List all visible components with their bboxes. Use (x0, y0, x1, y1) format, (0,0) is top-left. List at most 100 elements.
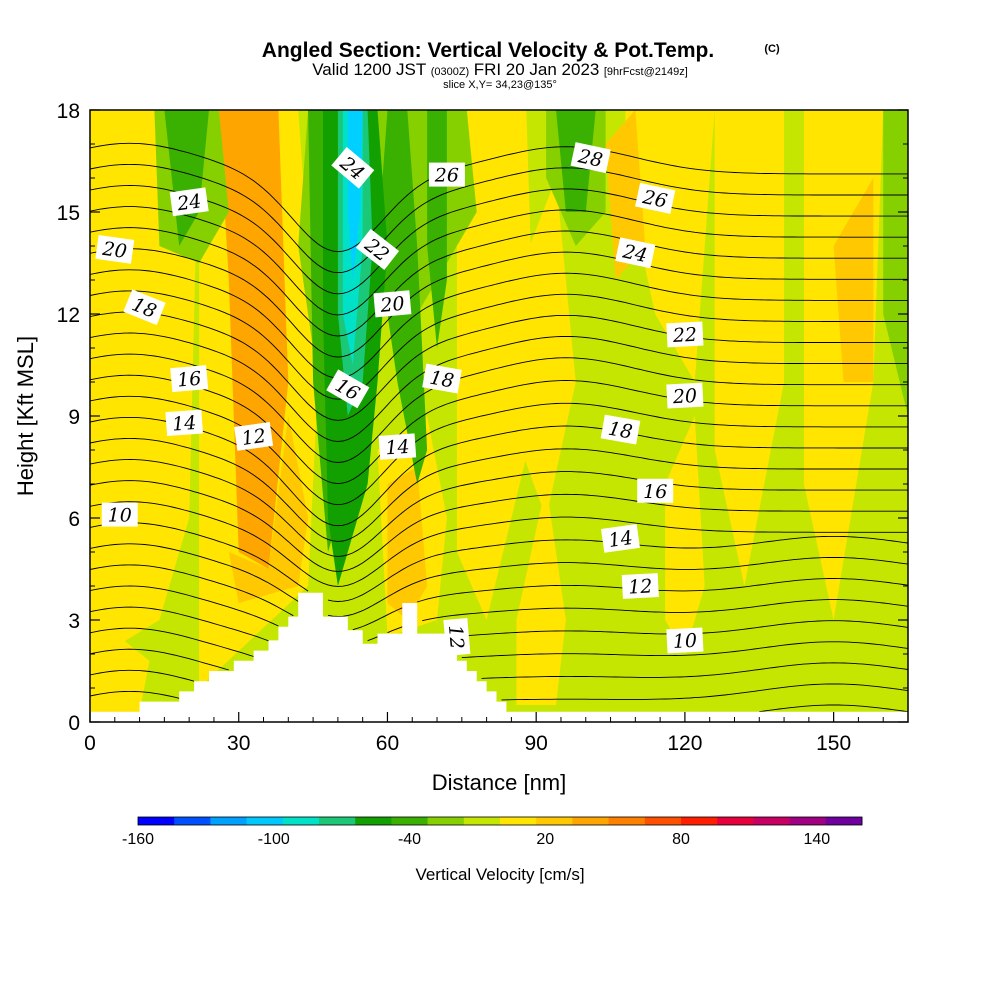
colorbar-tick-label: -40 (398, 831, 421, 848)
colorbar-segment (608, 817, 646, 825)
velocity-region-orange (218, 110, 289, 569)
contour-label-box (637, 478, 674, 503)
theta-contours (90, 142, 908, 713)
colorbar-segment (355, 817, 392, 825)
contour-label-box (95, 235, 135, 264)
chart-title: Angled Section: Vertical Velocity & Pot.… (262, 39, 714, 62)
contour-label-box (666, 382, 704, 409)
velocity-region-yellow (714, 110, 785, 586)
theta-contour-line (90, 564, 908, 631)
colorbar-segment (753, 817, 790, 825)
chart-header: Angled Section: Vertical Velocity & Pot.… (262, 39, 780, 91)
colorbar-segment (391, 817, 428, 825)
contour-label-text: 10 (672, 630, 697, 653)
colorbar: -160 -100 -40 20 80 140 (122, 816, 863, 848)
contour-label-box (600, 414, 641, 445)
x-tick-label: 90 (525, 732, 548, 755)
contour-label-box (666, 627, 704, 654)
contour-label-text: 12 (444, 624, 468, 650)
contour-label-box (101, 502, 138, 527)
contour-label-text: 16 (176, 368, 202, 392)
slice-info: slice X,Y= 34,23@135° (443, 79, 557, 91)
contour-label-text: 18 (607, 418, 635, 444)
contour-label-text: 26 (640, 186, 669, 213)
valid-time-line: Valid 1200 JST (0300Z) FRI 20 Jan 2023 [… (312, 60, 688, 79)
valid-prefix: Valid 1200 JST (312, 60, 426, 79)
theta-contour-line (90, 627, 908, 659)
contour-label-text: 24 (175, 190, 203, 215)
chart-title-mark: (C) (764, 43, 780, 55)
x-tick-label: 30 (227, 732, 250, 755)
theta-contour-line (90, 332, 908, 442)
contour-label: 12 (234, 422, 274, 451)
contour-label-box (570, 142, 611, 174)
theta-contour-line (90, 374, 908, 485)
contour-label: 28 (570, 142, 611, 174)
velocity-region-yellow (665, 416, 705, 654)
contour-label: 26 (635, 182, 676, 214)
colorbar-segment (427, 817, 465, 825)
contour-label-box (378, 433, 417, 460)
theta-contour-line (90, 227, 908, 337)
contour-label-text: 14 (385, 436, 411, 460)
theta-contour-line (90, 248, 908, 358)
x-tick-label: 120 (667, 732, 702, 755)
colorbar-tick-label: -160 (122, 831, 154, 848)
colorbar-segment (463, 817, 501, 825)
contour-label: 24 (615, 237, 656, 269)
colorbar-tick-label: 140 (803, 831, 830, 848)
colorbar-segment (825, 817, 863, 825)
contour-label: 20 (95, 235, 135, 264)
y-tick-label: 15 (57, 202, 80, 225)
contour-label-box (621, 573, 659, 599)
y-axis-label: Height [Kft MSL] (13, 336, 38, 496)
contour-label-box (635, 182, 676, 214)
contour-label-box (123, 289, 166, 326)
valid-utc: (0300Z) (431, 66, 470, 78)
contour-label-box (601, 524, 640, 553)
contour-label: 18 (600, 414, 641, 445)
contour-label-box (170, 365, 209, 393)
theta-contour-line (90, 269, 908, 379)
velocity-region-yellow (516, 484, 566, 705)
theta-contour-line (90, 648, 908, 679)
contour-label-box (443, 618, 471, 656)
velocity-region-yellow (516, 178, 576, 518)
theta-contour-line (90, 290, 908, 400)
theta-contour-line (90, 395, 908, 506)
contour-label-box (666, 321, 704, 348)
velocity-region-gold (228, 416, 309, 603)
contour-label-text: 28 (575, 145, 604, 172)
contour-label-box (428, 162, 465, 187)
contour-label-box (331, 147, 375, 189)
forecast-info: [9hrFcst@2149z] (604, 66, 688, 78)
colorbar-segment (500, 817, 537, 825)
theta-contour-line (90, 416, 908, 527)
contour-label: 14 (165, 409, 203, 437)
x-tick-label: 60 (376, 732, 399, 755)
contour-label-box (615, 237, 656, 269)
contour-label-text: 12 (240, 425, 267, 450)
contour-label: 16 (637, 478, 674, 503)
y-tick-label: 12 (57, 304, 80, 327)
theta-contour-line (90, 311, 908, 421)
theta-contour-line (90, 585, 908, 642)
contour-label: 20 (666, 382, 704, 409)
colorbar-segment (789, 817, 827, 825)
colorbar-segment (174, 817, 211, 825)
contour-label: 10 (101, 502, 138, 527)
x-axis-label: Distance [nm] (432, 770, 567, 795)
contour-label-text: 26 (434, 165, 459, 187)
contour-label: 10 (666, 627, 704, 654)
contour-label: 18 (422, 363, 462, 394)
contour-label: 22 (666, 321, 704, 348)
contour-label-box (422, 363, 462, 394)
colorbar-segment (644, 817, 682, 825)
contour-label: 16 (170, 365, 209, 393)
contour-label: 12 (443, 618, 471, 656)
contour-label-text: 12 (628, 575, 653, 598)
theta-contour-line (90, 480, 908, 572)
y-tick-label: 9 (68, 406, 80, 429)
colorbar-segment (282, 817, 320, 825)
